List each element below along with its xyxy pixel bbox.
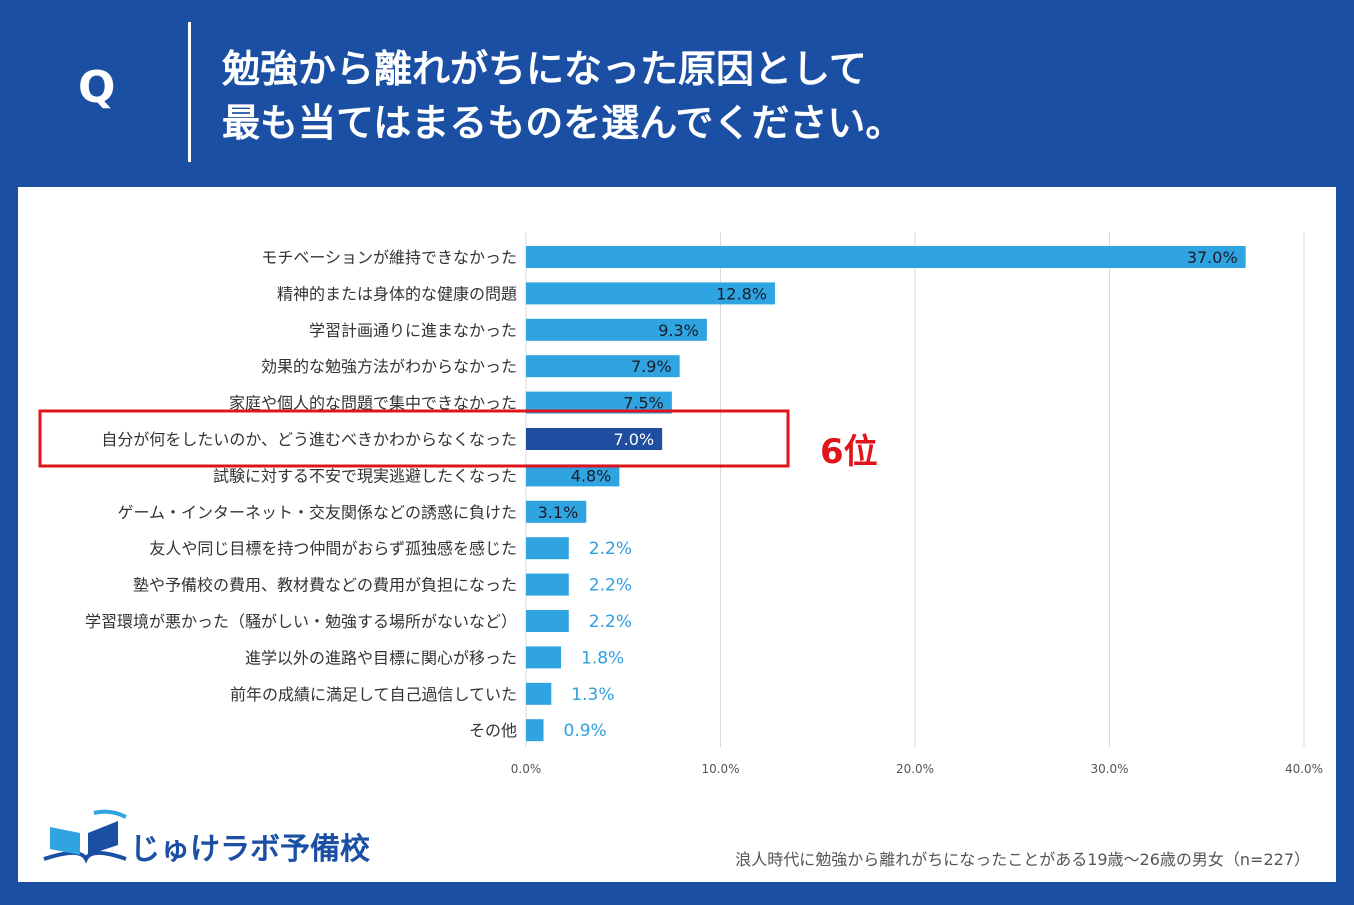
- header-divider: [188, 22, 191, 162]
- category-label: 進学以外の進路や目標に関心が移った: [245, 648, 517, 667]
- data-label: 7.5%: [623, 394, 664, 413]
- data-label: 12.8%: [716, 284, 767, 303]
- bar: [526, 537, 569, 560]
- data-label: 1.3%: [571, 685, 614, 705]
- highlight-box: [38, 409, 790, 468]
- category-label: 学習計画通りに進まなかった: [309, 321, 517, 340]
- category-label: ゲーム・インターネット・交友関係などの誘惑に負けた: [117, 503, 517, 522]
- category-label: 学習環境が悪かった（騒がしい・勉強する場所がないなど）: [85, 612, 517, 631]
- chart-panel: 0.0% 10.0% 20.0% 30.0% 40.0% モチベーションが維持できなかった…: [18, 187, 1336, 882]
- category-label: その他: [469, 721, 517, 740]
- category-label: 前年の成績に満足して自己過信していた: [230, 685, 517, 704]
- bar: [526, 610, 569, 632]
- data-label: 1.8%: [581, 648, 624, 668]
- bar: [526, 428, 663, 450]
- x-tick-label: 30.0%: [1090, 762, 1128, 776]
- question-line-2: 最も当てはまるものを選んでください。: [222, 101, 904, 145]
- data-label: 2.2%: [589, 612, 632, 632]
- bar: [526, 500, 587, 523]
- x-tick-label: 40.0%: [1285, 762, 1323, 776]
- bar: [526, 282, 775, 305]
- bar: [526, 246, 1246, 268]
- category-label: 家庭や個人的な問題で集中できなかった: [229, 394, 517, 413]
- question-line-1: 勉強から離れがちになった原因として: [222, 47, 867, 91]
- bar: [526, 646, 562, 669]
- data-label: 4.8%: [571, 466, 612, 485]
- x-tick-label: 10.0%: [701, 762, 739, 776]
- bar: [526, 719, 544, 742]
- category-label: 精神的または身体的な健康の問題: [277, 284, 517, 303]
- data-label: 9.3%: [658, 321, 699, 340]
- data-label: 2.2%: [589, 576, 632, 596]
- x-tick-label: 20.0%: [896, 762, 934, 776]
- category-label: 効果的な勉強方法がわからなかった: [261, 357, 517, 376]
- bar: [526, 318, 707, 341]
- bar: [526, 464, 620, 487]
- rank-label: 6位: [820, 432, 878, 472]
- data-label: 7.9%: [631, 357, 672, 376]
- question-marker: Q: [78, 62, 116, 113]
- bar: [526, 573, 569, 596]
- data-label: 0.9%: [564, 721, 607, 741]
- logo-text: じゅけラボ予備校: [130, 832, 370, 867]
- book-logo-icon: [43, 809, 127, 864]
- question-text: 勉強から離れがちになった原因として 最も当てはまるものを選んでください。: [222, 42, 903, 150]
- data-label: 37.0%: [1187, 248, 1238, 267]
- bar: [526, 391, 672, 414]
- category-label: 試験に対する不安で現実逃避したくなった: [213, 466, 517, 485]
- data-label: 3.1%: [538, 503, 579, 522]
- x-tick-label: 0.0%: [511, 762, 542, 776]
- logo: [40, 807, 370, 871]
- bar-chart: 0.0% 10.0% 20.0% 30.0% 40.0% モチベーションが維持できなかった…: [38, 232, 1323, 776]
- bar: [526, 682, 552, 705]
- data-label: 7.0%: [613, 430, 654, 449]
- category-label: 自分が何をしたいのか、どう進むべきかわからなくなった: [101, 430, 517, 449]
- data-label: 2.2%: [589, 539, 632, 559]
- category-label: 友人や同じ目標を持つ仲間がおらず孤独感を感じた: [149, 539, 517, 558]
- category-label: 塾や予備校の費用、教材費などの費用が負担になった: [133, 576, 517, 595]
- category-label: モチベーションが維持できなかった: [261, 248, 517, 267]
- bar: [526, 355, 680, 378]
- sample-note: 浪人時代に勉強から離れがちになったことがある19歳～26歳の男女（n=227）: [735, 850, 1310, 869]
